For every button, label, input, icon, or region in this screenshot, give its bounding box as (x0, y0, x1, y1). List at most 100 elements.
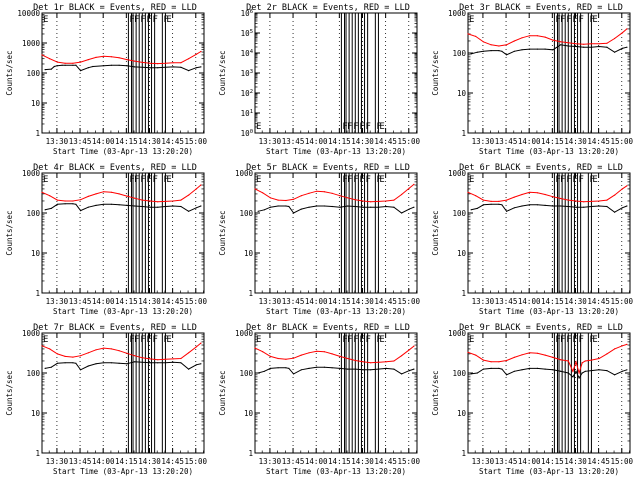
lld-data-point (195, 188, 197, 190)
e-marker: E (469, 15, 474, 25)
lld-series-line (254, 184, 415, 203)
x-tick-label: 15:00 (610, 137, 633, 146)
f-marker: F (342, 335, 347, 345)
lld-data-point (413, 345, 415, 347)
f-marker: F (555, 15, 560, 25)
x-tick-label: 14:00 (518, 137, 541, 146)
x-tick-label: 14:00 (92, 297, 115, 306)
lld-data-point (126, 195, 128, 197)
x-tick-label: 13:45 (69, 137, 92, 146)
events-data-point (134, 66, 136, 68)
x-tick-label: 13:30 (46, 297, 69, 306)
lld-data-point (467, 191, 469, 193)
x-tick-label: 15:00 (397, 457, 420, 466)
lld-series-line (41, 184, 202, 203)
events-data-point (354, 368, 356, 370)
e-marker: E (592, 15, 597, 25)
events-series-line (44, 203, 202, 212)
events-data-point (61, 64, 63, 66)
f-marker: F (366, 335, 371, 345)
events-data-point (110, 203, 112, 205)
events-data-point (498, 203, 500, 205)
x-tick-label: 14:00 (92, 137, 115, 146)
f-marker: F (129, 335, 134, 345)
y-axis-label: Counts/sec (5, 370, 14, 415)
lld-data-point (401, 193, 403, 196)
events-data-point (578, 377, 580, 379)
events-data-point (536, 48, 539, 50)
lld-data-point (552, 196, 554, 198)
lld-data-point (498, 200, 500, 202)
events-data-point (598, 205, 600, 207)
y-tick-label: 101 (241, 109, 253, 118)
lld-data-point (80, 61, 82, 63)
lld-data-point (490, 361, 492, 363)
lld-data-point (200, 184, 202, 186)
events-data-point (44, 209, 46, 211)
events-data-point (552, 49, 554, 51)
x-tick-label: 14:45 (587, 297, 610, 306)
y-axis-label: Counts/sec (431, 50, 440, 95)
events-data-point (126, 363, 128, 365)
e-marker: E (256, 175, 261, 185)
x-tick-label: 14:30 (564, 137, 587, 146)
lld-data-point (316, 350, 318, 352)
events-data-point (50, 366, 52, 368)
lld-data-point (308, 352, 310, 354)
events-data-point (195, 67, 197, 69)
events-data-point (103, 65, 105, 67)
f-marker: F (153, 15, 158, 25)
x-tick-label: 14:30 (564, 297, 587, 306)
lld-data-point (506, 359, 508, 362)
y-axis-label: Counts/sec (5, 50, 14, 95)
chart-title: Det 3r BLACK = Events, RED = LLD (459, 3, 623, 13)
lld-data-point (157, 63, 159, 65)
lld-data-point (180, 357, 182, 360)
events-data-point (408, 208, 410, 210)
e-marker: E (469, 175, 474, 185)
events-data-point (590, 370, 593, 372)
f-marker: F (376, 175, 381, 185)
events-data-point (626, 369, 628, 371)
y-tick-label: 104 (241, 49, 254, 58)
events-data-point (529, 48, 531, 50)
x-tick-label: 14:30 (351, 457, 374, 466)
f-marker: F (353, 122, 358, 132)
x-tick-label: 14:00 (92, 457, 115, 466)
f-marker: F (163, 175, 168, 185)
lld-data-point (408, 187, 410, 189)
events-data-point (401, 373, 403, 375)
events-data-point (134, 205, 136, 207)
y-axis-label: Counts/sec (431, 370, 440, 415)
events-data-point (584, 370, 586, 372)
f-marker: F (555, 175, 560, 185)
events-series-line (45, 361, 202, 371)
events-data-point (560, 44, 562, 46)
lld-data-point (72, 200, 74, 202)
e-marker: E (166, 335, 171, 345)
events-data-point (118, 64, 120, 66)
x-tick-label: 14:15 (541, 297, 564, 306)
events-data-point (401, 212, 403, 214)
lld-data-point (590, 43, 593, 45)
events-data-point (567, 45, 569, 47)
e-marker: E (469, 335, 474, 345)
events-data-point (172, 361, 174, 363)
f-marker: F (566, 15, 571, 25)
lld-data-point (583, 43, 585, 45)
lld-data-point (513, 356, 515, 358)
lld-data-point (164, 200, 166, 202)
x-tick-label: 14:45 (374, 137, 397, 146)
lld-data-point (41, 54, 43, 56)
lld-data-point (95, 349, 97, 351)
x-axis-label: Start Time (03-Apr-13 13:20:20) (266, 307, 406, 316)
f-marker: F (129, 15, 134, 25)
lld-data-point (164, 62, 166, 64)
events-data-point (103, 362, 105, 364)
events-data-point (200, 363, 202, 365)
chart-title: Det 7r BLACK = Events, RED = LLD (33, 323, 197, 333)
lld-data-point (300, 195, 302, 197)
chart-title: Det 8r BLACK = Events, RED = LLD (246, 323, 410, 333)
x-tick-label: 14:30 (564, 457, 587, 466)
events-data-point (331, 205, 333, 208)
